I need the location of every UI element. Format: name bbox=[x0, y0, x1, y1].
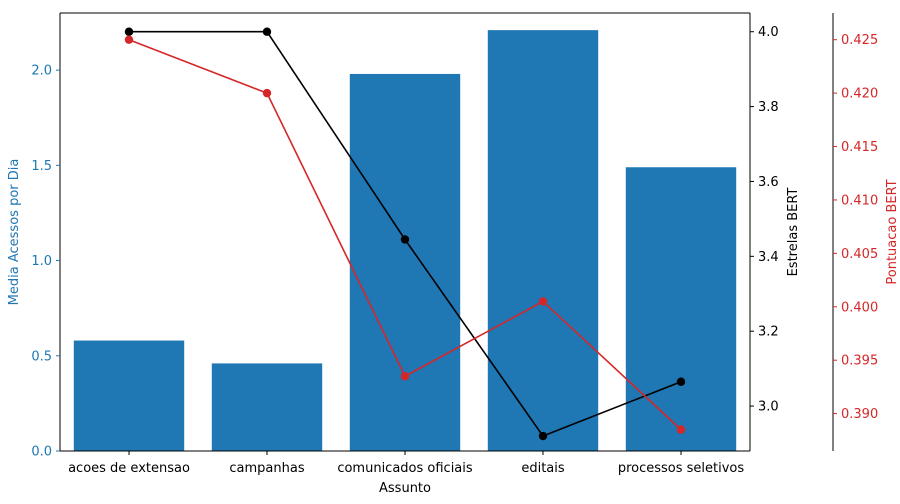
bar-1 bbox=[211, 363, 323, 451]
bar-0 bbox=[73, 340, 185, 451]
x-tick-label-4: processos seletivos bbox=[618, 461, 745, 476]
point-right2-0 bbox=[124, 35, 134, 44]
point-right2-2 bbox=[400, 372, 410, 381]
right1-tick-label-3: 3.6 bbox=[758, 175, 779, 190]
left-tick-label-2: 1.0 bbox=[31, 254, 52, 269]
bar-4 bbox=[625, 167, 737, 451]
point-right1-0 bbox=[124, 27, 134, 36]
left-axis-label: Media Acessos por Dia bbox=[7, 159, 22, 306]
left-tick-label-4: 2.0 bbox=[31, 64, 52, 79]
right2-tick-label-4: 0.410 bbox=[841, 193, 878, 208]
right2-tick-label-3: 0.405 bbox=[841, 247, 878, 262]
right2-tick-label-1: 0.395 bbox=[841, 354, 878, 369]
right2-tick-label-2: 0.400 bbox=[841, 300, 878, 315]
right2-tick-label-7: 0.425 bbox=[841, 33, 878, 48]
point-right1-1 bbox=[262, 27, 272, 36]
right2-axis-label: Pontuacao BERT bbox=[885, 179, 900, 284]
x-tick-label-0: acoes de extensao bbox=[68, 461, 190, 476]
point-right1-4 bbox=[676, 377, 686, 386]
x-tick-label-1: campanhas bbox=[229, 461, 304, 476]
right2-tick-label-0: 0.390 bbox=[841, 407, 878, 422]
right1-tick-label-1: 3.2 bbox=[758, 325, 779, 340]
right1-tick-label-5: 4.0 bbox=[758, 25, 779, 40]
point-right1-2 bbox=[400, 235, 410, 244]
x-tick-label-3: editais bbox=[521, 461, 565, 476]
x-tick-label-2: comunicados oficiais bbox=[337, 461, 473, 476]
right1-tick-label-0: 3.0 bbox=[758, 400, 779, 415]
left-tick-label-1: 0.5 bbox=[31, 349, 52, 364]
point-right2-4 bbox=[676, 425, 686, 434]
bar-3 bbox=[487, 30, 599, 451]
left-tick-label-0: 0.0 bbox=[31, 445, 52, 460]
right1-tick-label-4: 3.8 bbox=[758, 100, 779, 115]
right1-axis-label: Estrelas BERT bbox=[786, 188, 801, 277]
right1-tick-label-2: 3.4 bbox=[758, 250, 779, 265]
right2-tick-label-5: 0.415 bbox=[841, 140, 878, 155]
left-tick-label-3: 1.5 bbox=[31, 159, 52, 174]
bar-2 bbox=[349, 73, 461, 451]
point-right2-1 bbox=[262, 88, 272, 98]
point-right2-3 bbox=[538, 297, 548, 306]
right2-tick-label-6: 0.420 bbox=[841, 87, 878, 102]
point-right1-3 bbox=[538, 431, 548, 441]
x-axis-label: Assunto bbox=[379, 481, 431, 496]
